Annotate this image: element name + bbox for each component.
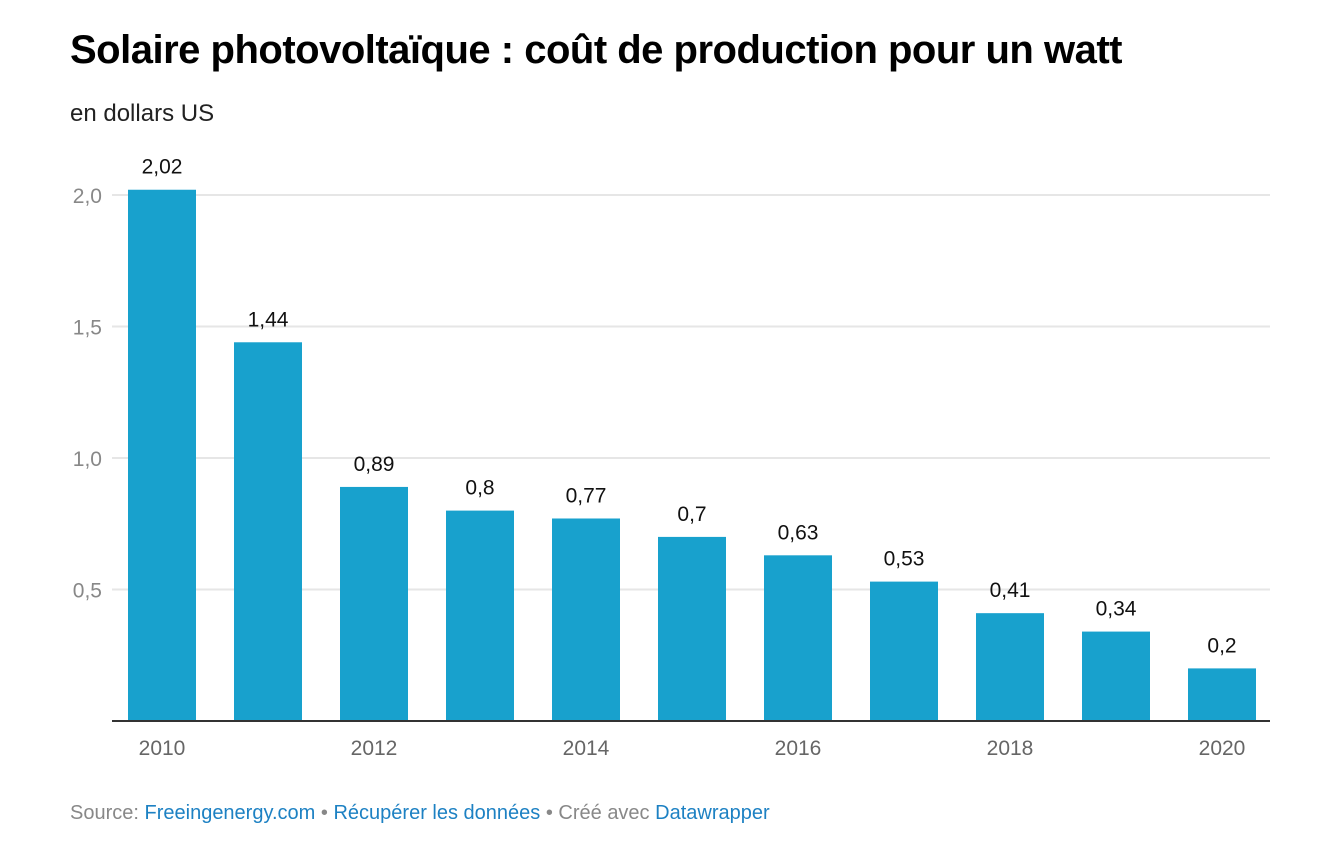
data-label: 0,7: [677, 503, 706, 526]
data-label: 0,77: [566, 484, 607, 507]
separator: •: [545, 802, 553, 824]
bar-2014: [552, 518, 620, 721]
bar-2011: [234, 342, 302, 721]
bar-2010: [128, 189, 196, 722]
bar-2018: [976, 613, 1044, 721]
data-label: 0,89: [354, 453, 395, 476]
x-tick-label: 2014: [563, 737, 610, 760]
bar-chart: 0,5 1,0 1,5 2,0 2,02 2010 1,44 0,89 2012 0,8 0,77 2…: [73, 156, 1270, 760]
y-tick-label: 1,0: [73, 448, 102, 471]
bar-2013: [446, 510, 514, 721]
data-label: 0,2: [1207, 634, 1236, 657]
bar-2012: [340, 486, 408, 721]
data-label: 0,41: [990, 579, 1031, 602]
bar-2015: [658, 536, 726, 721]
x-tick-label: 2018: [987, 737, 1034, 760]
y-tick-label: 1,5: [73, 317, 102, 340]
bar-2017: [870, 581, 938, 721]
source-link[interactable]: Freeingenergy.com: [144, 802, 316, 824]
x-tick-label: 2016: [775, 737, 822, 760]
get-data-link[interactable]: Récupérer les données: [333, 802, 541, 824]
y-tick-label: 2,0: [73, 185, 102, 208]
data-label: 1,44: [248, 308, 289, 331]
data-label: 0,63: [778, 521, 819, 544]
x-tick-label: 2020: [1199, 737, 1246, 760]
bar-2020: [1188, 668, 1256, 721]
data-label: 0,34: [1096, 598, 1137, 621]
separator: •: [320, 802, 328, 824]
chart-title: Solaire photovoltaïque : coût de product…: [70, 28, 1122, 72]
y-tick-label: 0,5: [73, 580, 102, 603]
x-tick-label: 2010: [139, 737, 186, 760]
source-label: Source:: [70, 802, 139, 824]
bar-2016: [764, 555, 832, 721]
data-label: 2,02: [142, 156, 183, 179]
created-with-label: Créé avec: [558, 802, 650, 824]
x-tick-label: 2012: [351, 737, 398, 760]
datawrapper-link[interactable]: Datawrapper: [655, 802, 770, 824]
chart-subtitle: en dollars US: [70, 100, 215, 127]
data-label: 0,53: [884, 548, 925, 571]
data-label: 0,8: [465, 477, 494, 500]
chart-footer: Source: Freeingenergy.com • Récupérer le…: [70, 802, 770, 825]
bar-2019: [1082, 631, 1150, 721]
